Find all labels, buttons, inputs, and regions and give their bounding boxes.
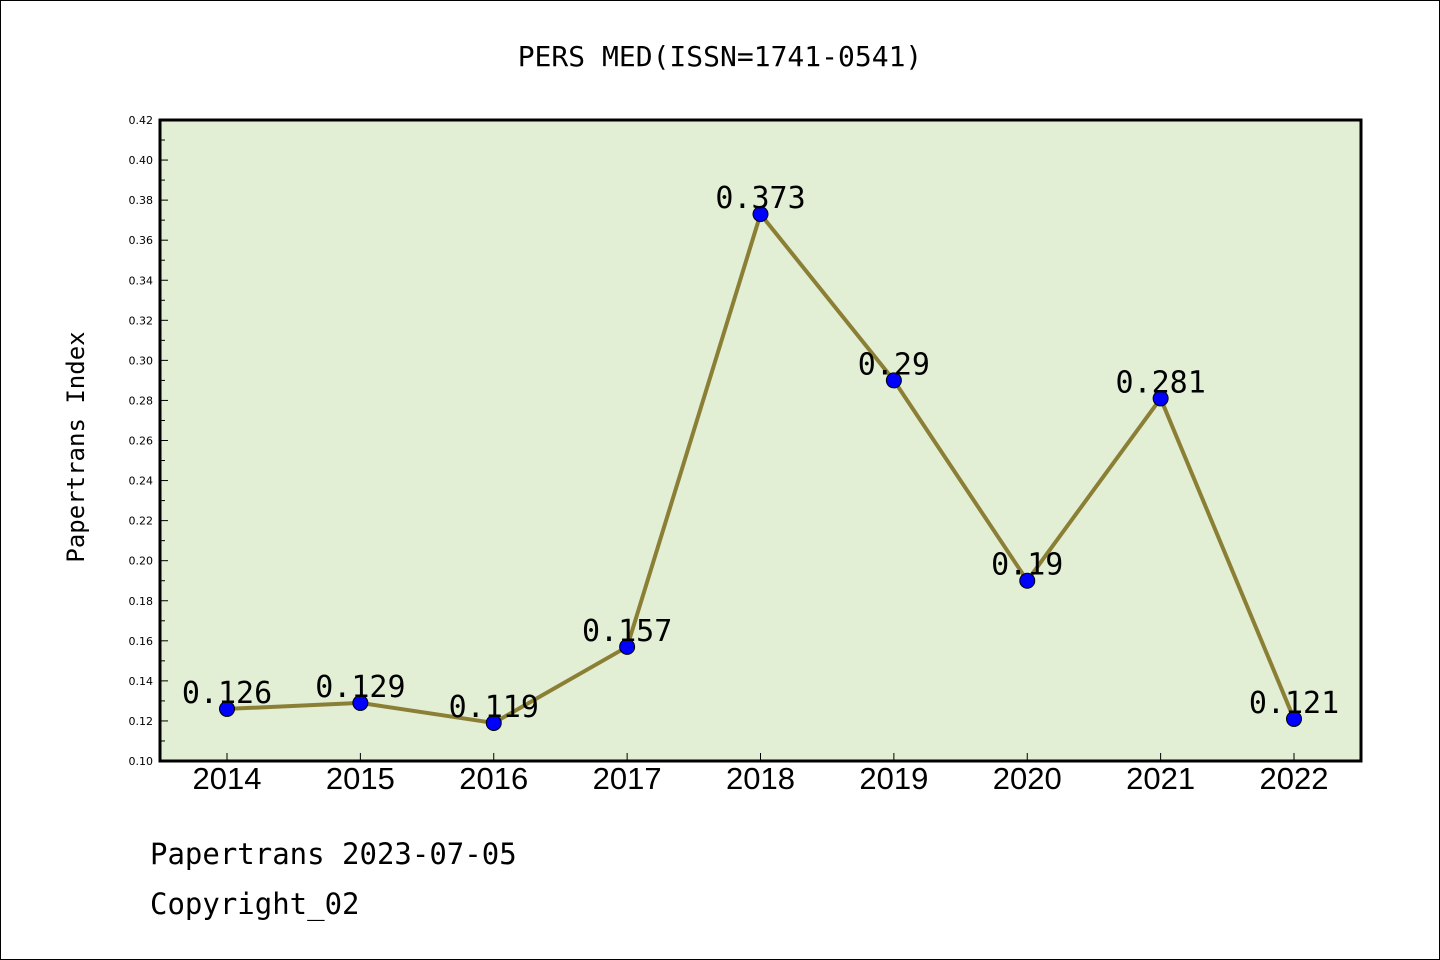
data-label: 0.121: [1249, 686, 1339, 721]
data-point: [1286, 710, 1302, 727]
y-tick-label: 0.12: [129, 715, 154, 728]
series-layer: 0.126 0.129 0.119 0.157 0.373 0.29 0.19 0.281 0.…: [182, 181, 1339, 731]
y-tick-label: 0.22: [129, 515, 154, 528]
data-point: [619, 638, 636, 655]
data-point: [885, 372, 902, 389]
x-axis: 2014 2015 2016 2017 2018 2019 2020 2021 2022: [193, 753, 1329, 796]
data-label: 0.129: [315, 670, 405, 705]
data-label: 0.19: [991, 548, 1063, 583]
y-tick-label: 0.30: [129, 354, 154, 367]
data-label: 0.373: [715, 181, 805, 216]
x-tick-label: 2017: [593, 761, 662, 796]
y-tick-label: 0.10: [129, 755, 154, 768]
y-tick-label: 0.20: [129, 555, 154, 568]
data-point: [752, 206, 769, 223]
chart-title: PERS MED(ISSN=1741-0541): [518, 40, 923, 73]
data-label: 0.29: [858, 347, 930, 382]
y-tick-label: 0.40: [129, 154, 154, 167]
data-label: 0.157: [582, 614, 672, 649]
y-tick-label: 0.26: [129, 435, 154, 448]
data-point: [352, 694, 369, 711]
y-tick-label: 0.24: [129, 475, 154, 488]
y-tick-label: 0.34: [129, 274, 154, 287]
data-point: [485, 714, 502, 731]
y-axis: 0.10 0.12 0.14 0.16 0.18 0.20 0.22 0.24 0.26 0.28…: [129, 114, 168, 768]
x-tick-label: 2021: [1126, 761, 1195, 796]
y-axis-label: Papertrans Index: [62, 331, 90, 562]
data-point: [1019, 572, 1036, 589]
y-tick-label: 0.16: [129, 635, 154, 648]
x-tick-label: 2019: [859, 761, 928, 796]
plot-background: [160, 120, 1361, 761]
x-tick-label: 2022: [1260, 761, 1329, 796]
data-point: [1152, 390, 1169, 407]
y-tick-label: 0.14: [129, 675, 154, 688]
y-tick-label: 0.38: [129, 194, 154, 207]
footer-date-label: Papertrans 2023-07-05: [150, 837, 517, 871]
x-tick-label: 2014: [193, 761, 262, 796]
y-tick-label: 0.36: [129, 234, 154, 247]
data-label: 0.126: [182, 676, 272, 711]
data-label: 0.281: [1115, 365, 1205, 400]
y-tick-label: 0.42: [129, 114, 154, 127]
x-tick-label: 2020: [993, 761, 1062, 796]
x-tick-label: 2018: [726, 761, 795, 796]
data-label: 0.119: [449, 690, 539, 725]
data-point: [219, 700, 235, 717]
y-tick-label: 0.18: [129, 595, 154, 608]
x-tick-label: 2016: [459, 761, 528, 796]
y-tick-label: 0.32: [129, 314, 154, 327]
footer-copyright-label: Copyright_02: [150, 887, 360, 922]
plot-area: 0.126 0.129 0.119 0.157 0.373 0.29 0.19 0.281 0.…: [158, 118, 1363, 763]
x-tick-label: 2015: [326, 761, 395, 796]
y-tick-label: 0.28: [129, 394, 154, 407]
